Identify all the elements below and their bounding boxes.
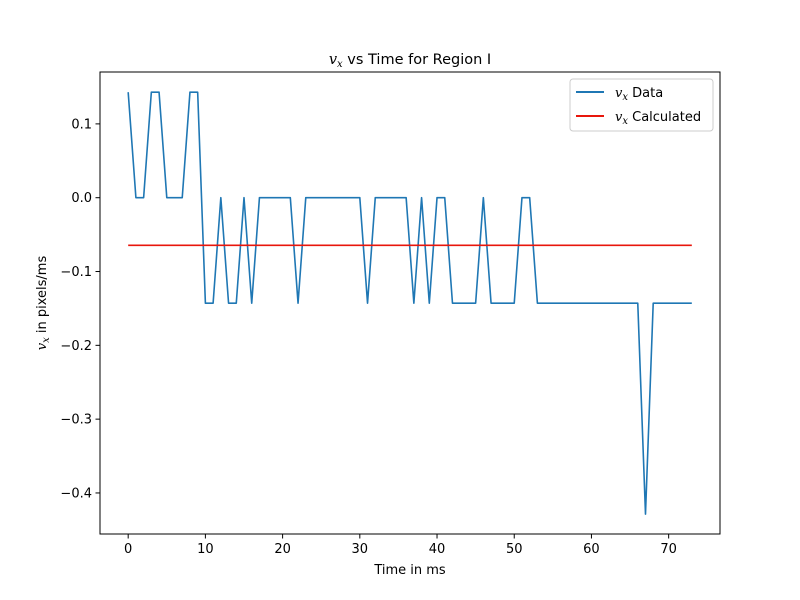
x-tick-label: 20 bbox=[274, 542, 291, 557]
legend: vx Data vx Calculated bbox=[569, 78, 714, 132]
series-layer bbox=[127, 91, 692, 515]
legend-label-calculated: vx Calculated bbox=[615, 110, 701, 127]
x-tick-label: 30 bbox=[352, 542, 369, 557]
legend-label-data: vx Data bbox=[615, 86, 663, 103]
x-tick-label: 0 bbox=[124, 542, 132, 557]
x-tick-label: 10 bbox=[197, 542, 214, 557]
y-axis-label: vx in pixels/ms bbox=[35, 256, 52, 351]
y-tick-label: −0.2 bbox=[60, 339, 92, 354]
axes-frame bbox=[99, 71, 721, 535]
y-tick-label: −0.4 bbox=[60, 486, 92, 501]
x-axis-ticks: 0 10 20 30 40 50 60 70 bbox=[124, 534, 677, 557]
x-tick-label: 40 bbox=[429, 542, 446, 557]
plot-area bbox=[127, 91, 692, 515]
y-tick-label: 0.0 bbox=[71, 191, 92, 206]
y-tick-label: 0.1 bbox=[71, 117, 92, 132]
x-tick-label: 50 bbox=[506, 542, 523, 557]
x-tick-label: 70 bbox=[660, 542, 677, 557]
y-tick-label: −0.1 bbox=[60, 265, 92, 280]
chart-title: vx vs Time for Region I bbox=[329, 52, 491, 70]
vx-data-line bbox=[127, 91, 692, 515]
x-tick-label: 60 bbox=[583, 542, 600, 557]
y-tick-label: −0.3 bbox=[60, 413, 92, 428]
legend-box bbox=[569, 78, 714, 132]
y-axis-ticks: 0.1 0.0 −0.1 −0.2 −0.3 −0.4 bbox=[60, 117, 100, 501]
x-axis-label: Time in ms bbox=[373, 563, 446, 578]
